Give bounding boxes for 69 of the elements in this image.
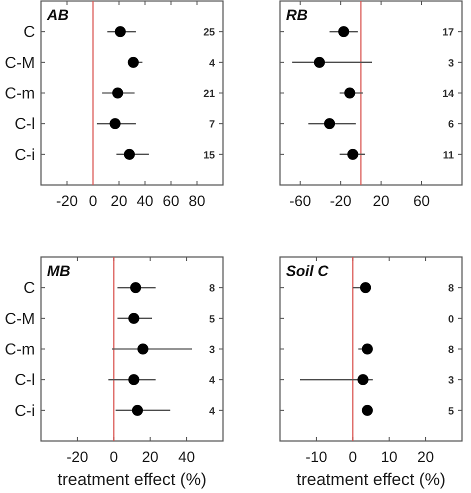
y-tick-label: C-l xyxy=(14,372,35,390)
annotation: 25 xyxy=(203,26,216,39)
x-tick-label: -10 xyxy=(306,449,328,466)
x-tick-label: 60 xyxy=(162,193,180,210)
x-tick-label: 40 xyxy=(136,193,154,210)
x-tick-label: 60 xyxy=(413,193,430,210)
annotation: 4 xyxy=(209,374,216,387)
x-tick-label: -20 xyxy=(56,193,78,210)
x-tick-label: 20 xyxy=(372,193,390,210)
point xyxy=(128,56,139,68)
annotation: 5 xyxy=(209,313,216,326)
point xyxy=(114,26,126,38)
x-tick-label: 0 xyxy=(110,449,118,466)
y-tick-label: C xyxy=(23,280,35,298)
y-tick-label: C-i xyxy=(14,402,35,420)
chart-title: MB xyxy=(47,263,70,280)
point xyxy=(130,282,142,294)
annotation: 4 xyxy=(209,405,216,418)
chart-title: AB xyxy=(46,7,69,24)
x-tick-label: 80 xyxy=(188,193,206,210)
annotation: 4 xyxy=(209,57,216,70)
point xyxy=(124,148,135,160)
point xyxy=(132,404,143,416)
point xyxy=(128,374,140,386)
annotation: 3 xyxy=(448,57,454,70)
point xyxy=(112,88,124,98)
chart-title: Soil C xyxy=(286,263,330,280)
y-tick-label: C-l xyxy=(14,116,35,134)
point xyxy=(110,118,121,130)
x-tick-label: -20 xyxy=(66,449,88,466)
annotation: 0 xyxy=(448,313,454,326)
x-axis-title: treatment effect (%) xyxy=(296,470,446,489)
y-tick-label: C-i xyxy=(14,146,35,164)
annotation: 7 xyxy=(209,118,216,131)
annotation: 6 xyxy=(448,118,454,131)
annotation: 3 xyxy=(448,374,454,387)
annotation: 5 xyxy=(448,405,454,418)
x-tick-label: 0 xyxy=(88,193,98,210)
annotation: 17 xyxy=(442,26,454,39)
x-tick-label: -20 xyxy=(330,193,352,210)
chart-title: RB xyxy=(286,7,308,24)
annotation: 3 xyxy=(209,344,216,356)
x-tick-label: 20 xyxy=(110,193,128,210)
y-tick-label: C-M xyxy=(4,54,35,72)
annotation: 8 xyxy=(448,344,454,356)
annotation: 14 xyxy=(442,88,454,100)
x-tick-label: 20 xyxy=(417,449,434,466)
x-tick-label: -60 xyxy=(289,193,312,210)
x-tick-label: 20 xyxy=(142,449,159,466)
y-tick-label: C-m xyxy=(4,342,35,358)
y-tick-label: C-m xyxy=(4,86,35,102)
point xyxy=(314,56,325,68)
annotation: 8 xyxy=(448,282,454,295)
point xyxy=(338,26,350,38)
x-axis-title: treatment effect (%) xyxy=(58,470,206,489)
point xyxy=(324,118,336,130)
point xyxy=(137,344,148,354)
x-tick-label: 0 xyxy=(348,449,357,466)
point xyxy=(128,312,140,324)
x-tick-label: 10 xyxy=(380,449,398,466)
annotation: 11 xyxy=(442,149,454,162)
y-tick-label: C xyxy=(23,24,35,42)
y-tick-label: C-M xyxy=(4,310,35,328)
x-tick-label: 40 xyxy=(178,449,195,466)
annotation: 8 xyxy=(209,282,216,295)
point xyxy=(344,88,356,98)
point xyxy=(347,148,358,160)
annotation: 15 xyxy=(203,149,216,162)
annotation: 21 xyxy=(203,88,216,100)
